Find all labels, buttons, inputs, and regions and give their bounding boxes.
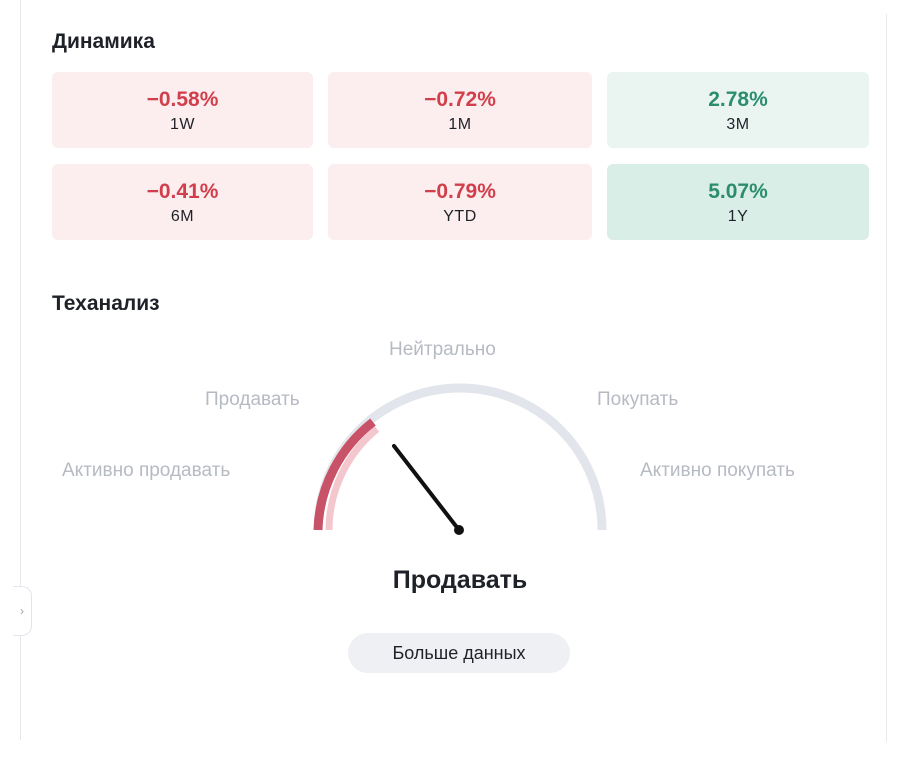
perf-period: 1Y <box>727 207 749 225</box>
perf-period: 1M <box>448 115 472 133</box>
technical-verdict: Продавать <box>392 566 528 594</box>
perf-value: 5.07% <box>708 179 768 203</box>
technical-analysis-title: Теханализ <box>52 292 160 315</box>
gauge-sell-segment <box>313 418 376 531</box>
perf-period: 3M <box>726 115 750 133</box>
gauge-needle-hub <box>454 525 464 535</box>
gauge-label-strong-sell: Активно продавать <box>62 460 231 481</box>
perf-cell-6m[interactable]: −0.41% 6M <box>52 164 313 240</box>
gauge-label-sell: Продавать <box>205 389 300 410</box>
perf-cell-1w[interactable]: −0.58% 1W <box>52 72 313 148</box>
perf-period: 1W <box>170 115 195 133</box>
collapse-panel-button[interactable]: › <box>13 586 32 636</box>
perf-value: 2.78% <box>708 87 768 111</box>
perf-value: −0.72% <box>424 87 496 111</box>
chevron-right-icon: › <box>20 604 24 618</box>
gauge-sell-band-light <box>325 426 380 531</box>
gauge-label-buy: Покупать <box>597 389 679 410</box>
sentiment-gauge <box>313 383 607 535</box>
perf-value: −0.41% <box>146 179 219 203</box>
perf-value: −0.79% <box>424 179 496 203</box>
perf-period: YTD <box>443 207 477 225</box>
perf-cell-3m[interactable]: 2.78% 3M <box>607 72 869 148</box>
panel-right-border <box>886 14 887 742</box>
perf-cell-1y[interactable]: 5.07% 1Y <box>607 164 869 240</box>
gauge-label-neutral: Нейтрально <box>389 339 496 360</box>
panel-left-border <box>20 0 21 740</box>
perf-period: 6M <box>170 207 195 225</box>
perf-value: −0.58% <box>146 87 219 111</box>
gauge-track <box>313 383 607 531</box>
gauge-label-strong-buy: Активно покупать <box>640 460 795 481</box>
gauge-needle <box>392 444 461 532</box>
performance-grid: −0.58% 1W −0.72% 1M 2.78% 3M −0.41% 6M −… <box>52 72 869 240</box>
dynamics-title: Динамика <box>52 30 155 53</box>
perf-cell-ytd[interactable]: −0.79% YTD <box>328 164 592 240</box>
more-data-button[interactable]: Больше данных <box>348 633 570 673</box>
perf-cell-1m[interactable]: −0.72% 1M <box>328 72 592 148</box>
